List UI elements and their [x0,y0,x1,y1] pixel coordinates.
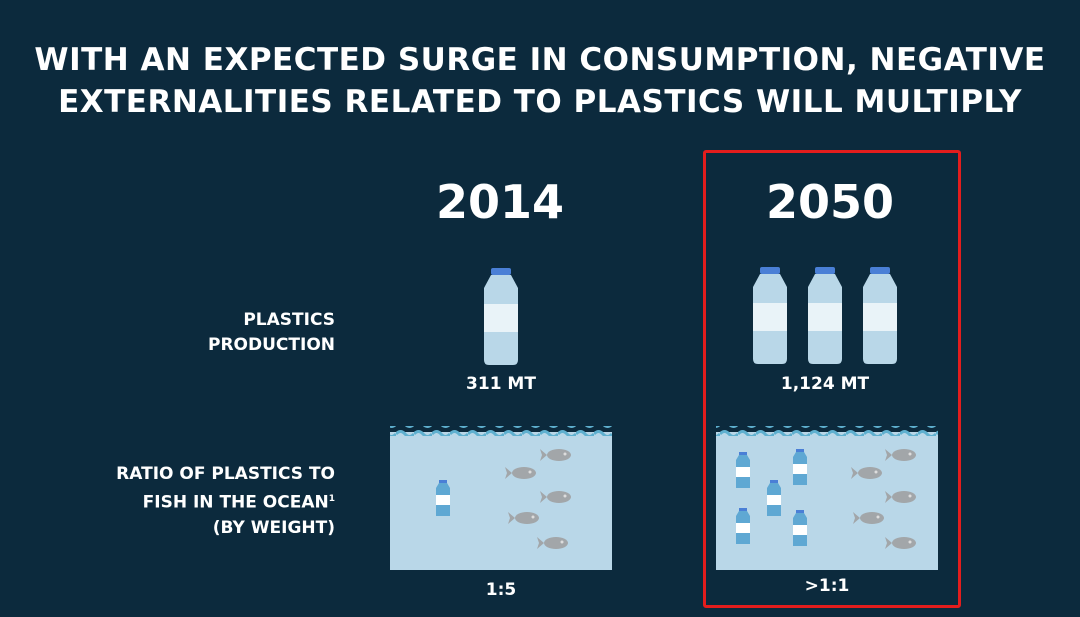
ocean-2050 [716,426,938,570]
title-line-1: WITH AN EXPECTED SURGE IN CONSUMPTION, N… [34,42,1046,78]
production-label-line-2: PRODUCTION [208,335,335,355]
ocean-2014 [390,426,612,570]
ratio-label: RATIO OF PLASTICS TO FISH IN THE OCEAN1 … [116,462,335,541]
production-value-2050: 1,124 MT [780,374,870,394]
footnote-marker: 1 [328,494,335,504]
ratio-label-line-1: RATIO OF PLASTICS TO [116,464,335,484]
production-bottle-2014 [484,268,518,365]
title-line-2: EXTERNALITIES RELATED TO PLASTICS WILL M… [58,84,1022,120]
highlight-box-2050 [703,150,961,608]
production-label-line-1: PLASTICS [243,310,335,330]
production-label: PLASTICS PRODUCTION [208,308,335,358]
ratio-label-line-3: (BY WEIGHT) [212,517,335,538]
ratio-value-2014: 1:5 [485,580,517,600]
year-2014: 2014 [435,175,565,229]
production-bottles-2050 [753,267,897,364]
ratio-label-line-2: FISH IN THE OCEAN1 [142,492,335,513]
year-2050: 2050 [765,175,895,229]
ratio-value-2050: >1:1 [804,576,850,596]
production-value-2014: 311 MT [466,374,536,394]
